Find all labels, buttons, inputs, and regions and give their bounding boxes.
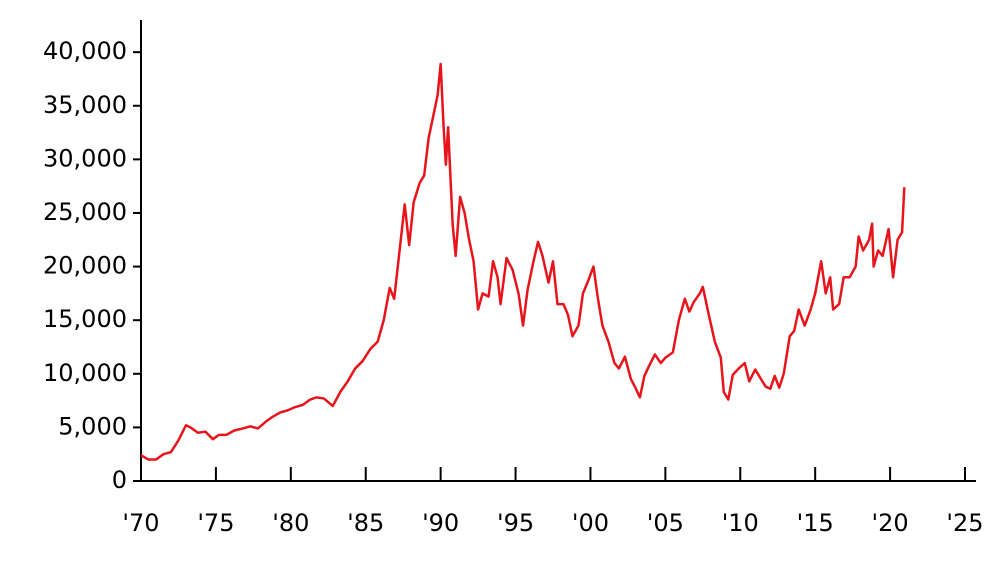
y-tick-label: 20,000 — [43, 252, 127, 280]
x-tick-label: '95 — [497, 509, 534, 537]
data-line — [140, 62, 906, 461]
x-tick-label: '15 — [797, 509, 834, 537]
y-tick-label: 15,000 — [43, 305, 127, 333]
y-tick-label: 10,000 — [43, 359, 127, 387]
x-tick-label: '85 — [347, 509, 384, 537]
y-tick-label: 40,000 — [43, 37, 127, 65]
x-tick-label: '70 — [122, 509, 159, 537]
x-tick-label: '90 — [422, 509, 459, 537]
x-tick-label: '00 — [572, 509, 609, 537]
x-tick-label: '10 — [722, 509, 759, 537]
x-tick-label: '05 — [647, 509, 684, 537]
y-tick-label: 25,000 — [43, 198, 127, 226]
y-tick-label: 5,000 — [58, 412, 127, 440]
x-tick-label: '25 — [946, 509, 983, 537]
x-tick-label: '20 — [872, 509, 909, 537]
y-tick-label: 30,000 — [43, 144, 127, 172]
x-tick-label: '80 — [272, 509, 309, 537]
x-tick-label: '75 — [197, 509, 234, 537]
y-tick-label: 35,000 — [43, 91, 127, 119]
y-tick-label: 0 — [112, 466, 127, 494]
